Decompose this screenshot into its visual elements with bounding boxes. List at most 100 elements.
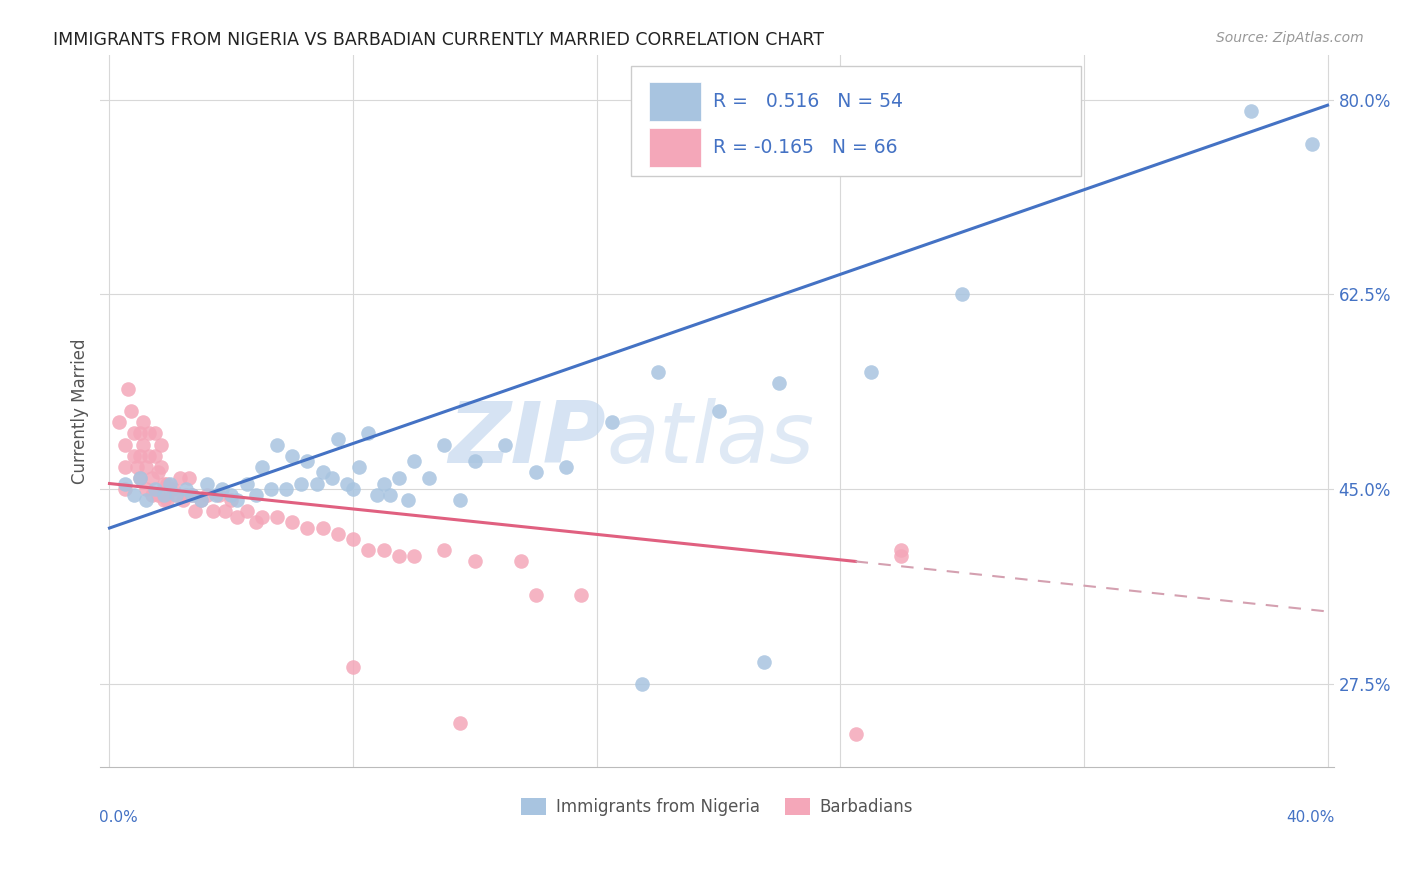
Point (260, 482, 283, 496)
Point (214, 504, 236, 518)
Point (1240, 103, 1263, 118)
Point (281, 516, 304, 530)
Point (156, 476, 179, 491)
Point (281, 449, 304, 463)
Point (250, 509, 273, 524)
Point (174, 488, 197, 502)
Point (153, 488, 176, 502)
Point (509, 554, 531, 568)
Point (326, 526, 349, 541)
Point (195, 488, 218, 502)
Point (148, 466, 170, 480)
Point (336, 476, 359, 491)
Point (433, 437, 456, 451)
Point (150, 437, 173, 451)
Point (859, 365, 882, 379)
Point (117, 382, 139, 396)
Point (226, 509, 249, 524)
Point (180, 488, 202, 502)
Point (342, 482, 364, 496)
Point (266, 437, 288, 451)
Point (373, 543, 395, 558)
Point (114, 476, 136, 491)
Point (524, 466, 547, 480)
Point (153, 476, 176, 491)
Point (129, 449, 152, 463)
Point (433, 543, 456, 558)
Point (388, 549, 411, 563)
Point (250, 459, 273, 474)
Point (342, 660, 364, 674)
Point (418, 471, 440, 485)
FancyBboxPatch shape (650, 128, 702, 167)
Point (402, 549, 425, 563)
Point (129, 471, 152, 485)
Point (190, 493, 212, 508)
Point (311, 521, 333, 535)
Point (342, 532, 364, 546)
Point (297, 454, 319, 468)
Point (235, 504, 257, 518)
Text: R = -0.165   N = 66: R = -0.165 N = 66 (713, 138, 898, 157)
Point (132, 437, 155, 451)
Point (153, 493, 176, 508)
Point (138, 426, 160, 441)
Point (326, 432, 349, 446)
Point (524, 588, 547, 602)
Point (631, 677, 654, 691)
Point (321, 471, 343, 485)
Point (162, 482, 184, 496)
Point (132, 415, 155, 429)
Point (159, 476, 181, 491)
Point (890, 543, 912, 558)
Point (141, 471, 163, 485)
Point (166, 488, 188, 502)
Point (464, 454, 486, 468)
Point (297, 521, 319, 535)
Point (311, 466, 333, 480)
Point (122, 488, 145, 502)
Point (402, 454, 425, 468)
Point (707, 404, 730, 418)
Point (211, 482, 233, 496)
Point (555, 459, 578, 474)
Point (571, 588, 593, 602)
Text: 40.0%: 40.0% (1286, 810, 1334, 825)
Point (768, 376, 790, 391)
Text: ZIP: ZIP (449, 398, 606, 481)
Point (159, 482, 181, 496)
Point (388, 471, 411, 485)
Point (143, 426, 166, 441)
Point (135, 482, 157, 496)
Point (135, 459, 157, 474)
Point (494, 437, 516, 451)
Point (357, 543, 380, 558)
Point (226, 493, 249, 508)
Point (114, 482, 136, 496)
Point (647, 365, 669, 379)
Point (366, 488, 388, 502)
Point (169, 471, 191, 485)
Point (172, 493, 194, 508)
Point (122, 449, 145, 463)
Point (208, 488, 231, 502)
Legend: Immigrants from Nigeria, Barbadians: Immigrants from Nigeria, Barbadians (515, 791, 920, 823)
Point (129, 426, 152, 441)
Point (347, 459, 370, 474)
Text: atlas: atlas (606, 398, 814, 481)
Point (245, 516, 267, 530)
Point (844, 727, 866, 741)
Point (290, 476, 312, 491)
Point (143, 482, 166, 496)
Point (180, 488, 202, 502)
Point (305, 476, 328, 491)
Point (135, 493, 157, 508)
Point (373, 476, 395, 491)
Point (245, 488, 267, 502)
Point (122, 426, 145, 441)
Point (449, 493, 471, 508)
Point (166, 488, 188, 502)
Point (1301, 137, 1323, 152)
Point (143, 449, 166, 463)
Point (890, 549, 912, 563)
